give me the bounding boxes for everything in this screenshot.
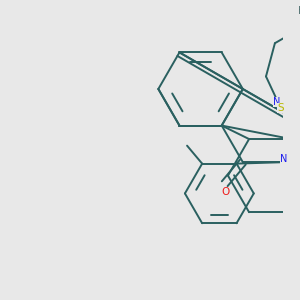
Text: O: O (221, 187, 230, 196)
Text: S: S (277, 103, 284, 112)
Text: H: H (298, 6, 300, 16)
Text: N: N (280, 154, 287, 164)
Text: N: N (273, 97, 281, 106)
